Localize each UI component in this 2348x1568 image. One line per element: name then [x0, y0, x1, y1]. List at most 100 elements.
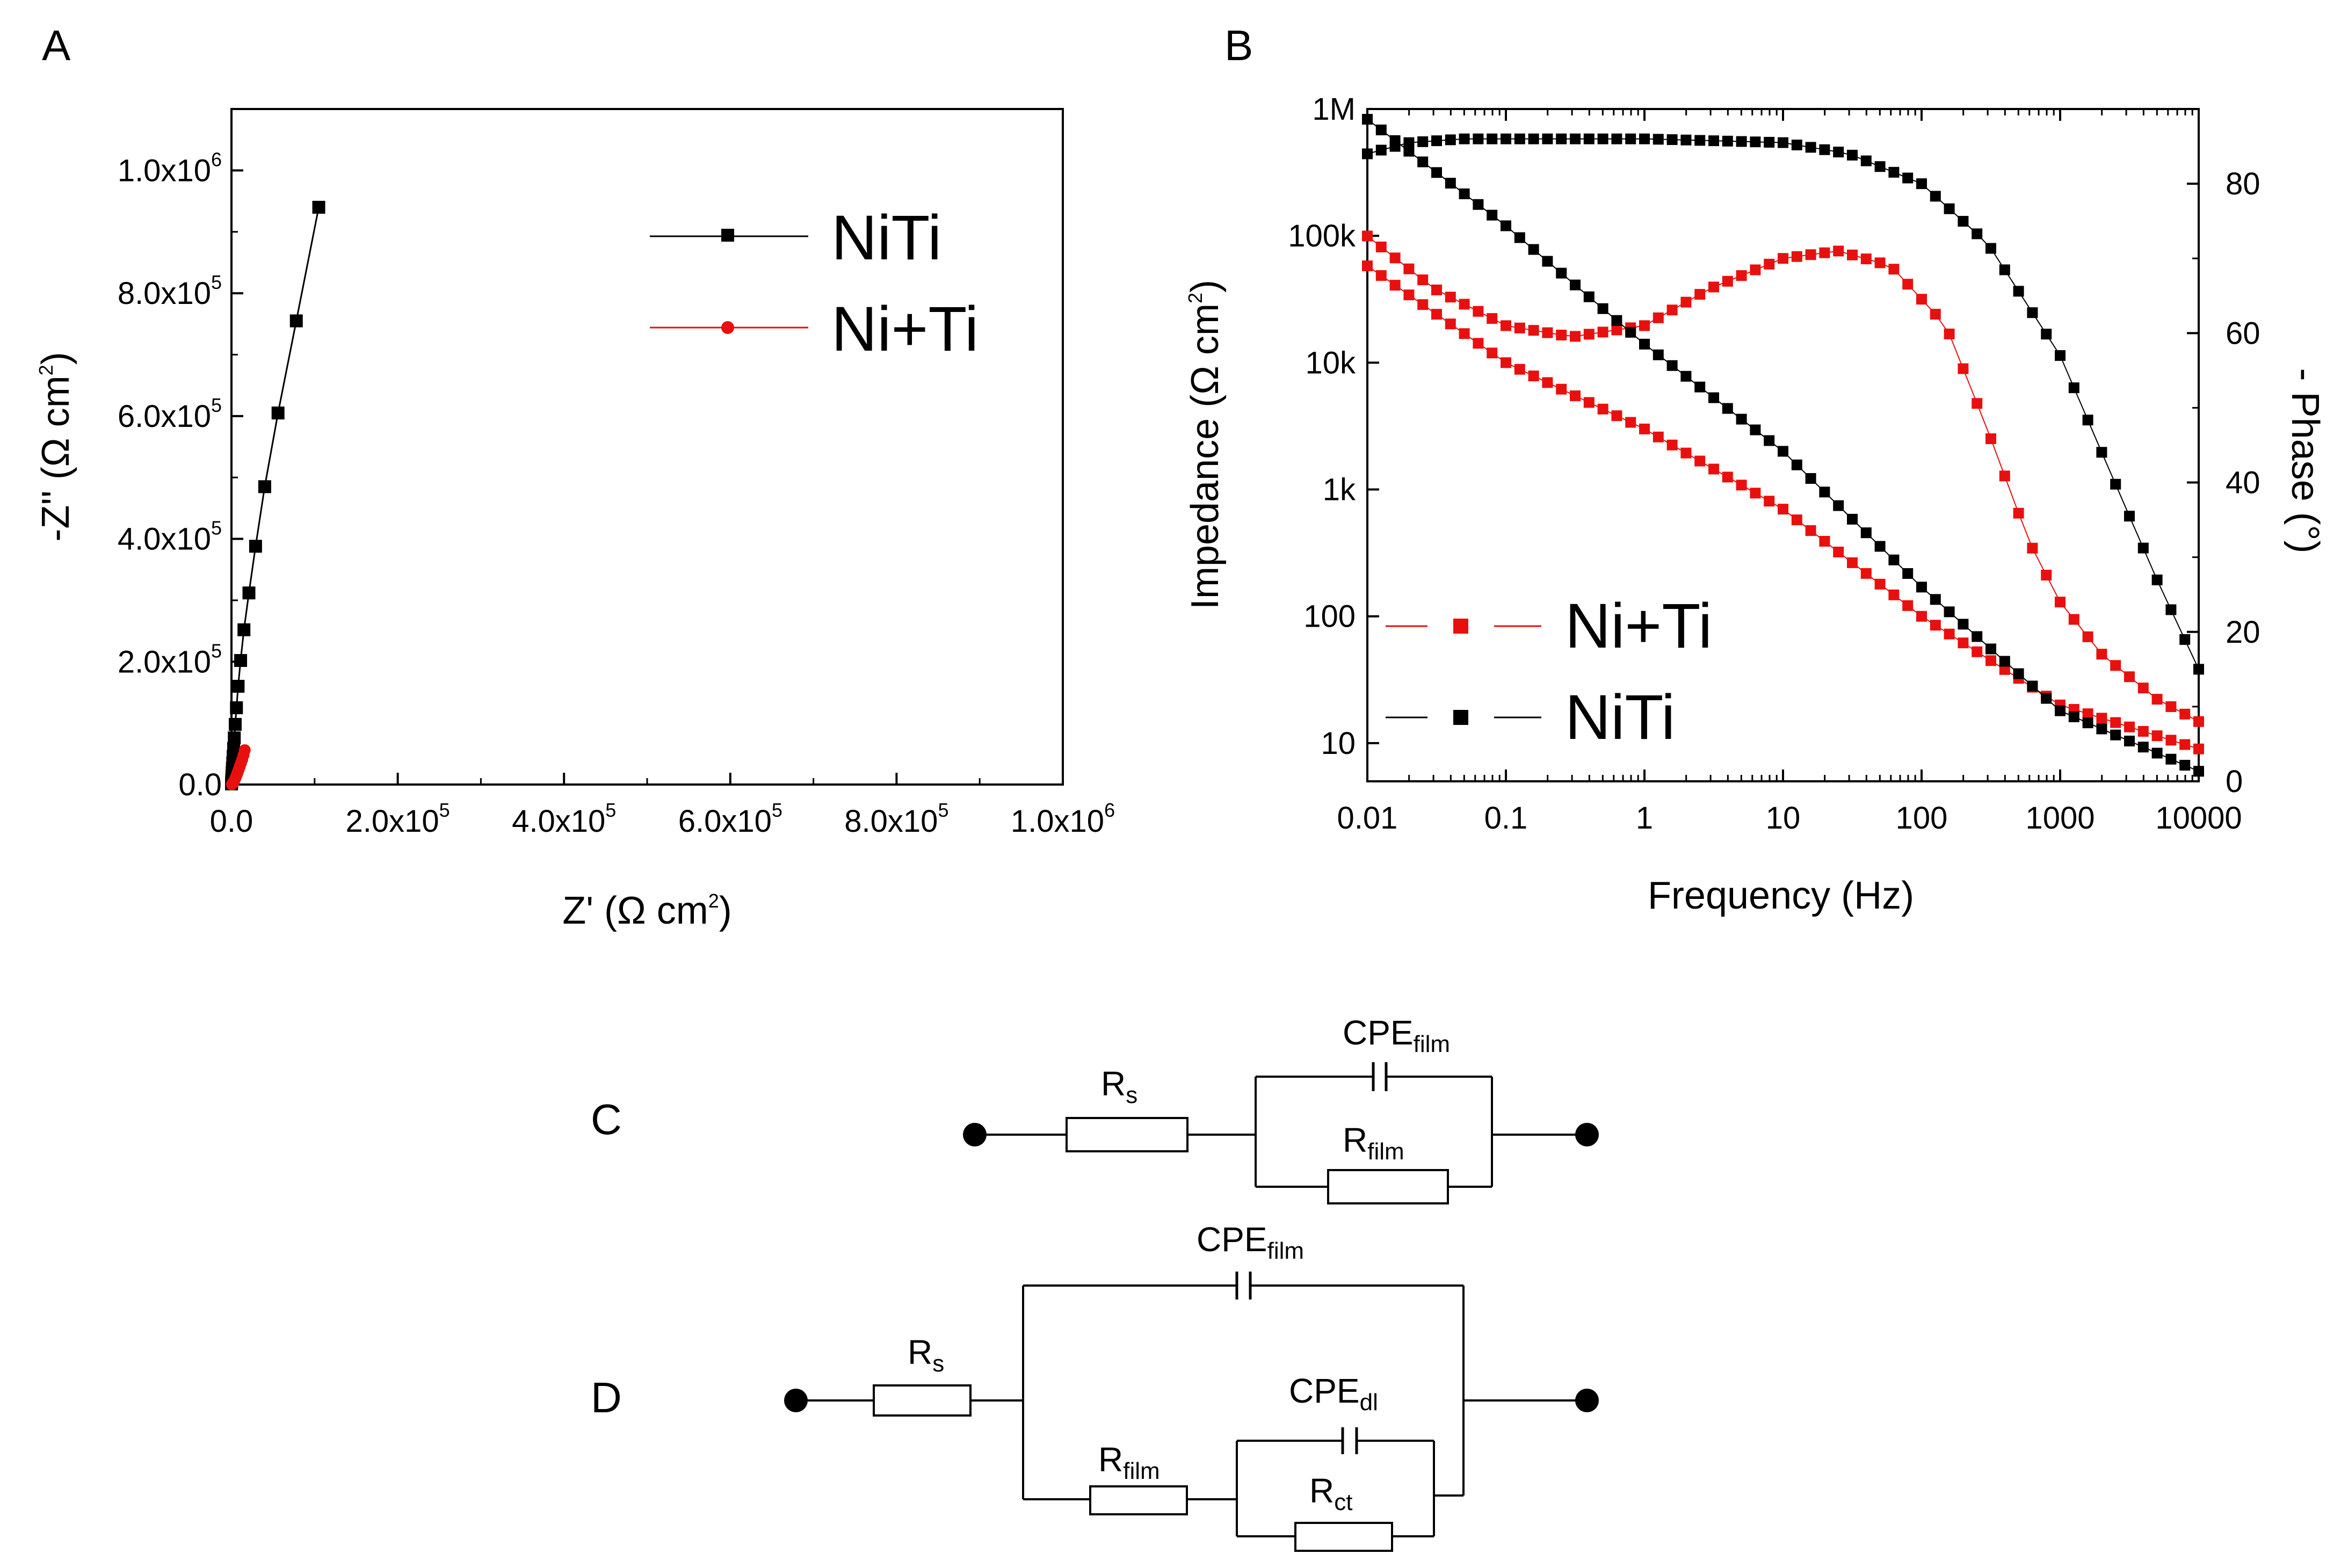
x-tick-label: 8.0x105: [844, 799, 948, 839]
bode-legend: Ni+Ti NiTi: [1386, 591, 1712, 753]
x-tick-label: 1000: [2025, 801, 2095, 836]
data-point-niti-impedance: [1680, 371, 1692, 382]
panel-label-d: D: [591, 1374, 622, 1421]
data-point-niplusti-impedance: [1403, 289, 1415, 301]
data-point-series-3-phase: [2151, 574, 2163, 585]
data-point-niplusti-impedance: [1639, 423, 1650, 434]
y2-tick-label: 40: [2226, 466, 2260, 500]
data-point-series-3-phase: [1847, 149, 1858, 161]
data-point-series-1-phase: [1930, 309, 1941, 320]
data-point-niplusti-impedance: [1375, 270, 1387, 281]
series-line-niti: [230, 207, 320, 784]
data-point-series-1-phase: [1847, 249, 1858, 260]
data-point-series-3-phase: [1487, 133, 1498, 144]
data-point-series-1-phase: [2137, 683, 2149, 694]
bode-chart: 0.01 0.1 1 10 100 1000 10000 10 100 1k 10k 100k 1M 0 2…: [1184, 92, 2327, 917]
data-point-niplusti-impedance: [1860, 568, 1872, 579]
data-point-niplusti-impedance: [1778, 504, 1788, 515]
data-point-series-1-phase: [1514, 322, 1525, 333]
data-point-niti-impedance: [1888, 554, 1900, 565]
data-point-series-3-phase: [1833, 147, 1844, 158]
data-point-niti: [234, 654, 248, 667]
data-point-niti-impedance: [2041, 693, 2052, 704]
data-point-series-1-phase: [2179, 708, 2191, 720]
data-point-niplusti-impedance: [2137, 725, 2149, 737]
data-point-series-1-phase: [1778, 253, 1788, 264]
data-point-series-3-phase: [1805, 142, 1816, 153]
data-point-niti-impedance: [1625, 326, 1636, 338]
data-point-niplusti-impedance: [2165, 735, 2177, 746]
data-point-niplusti-impedance: [1958, 637, 1969, 649]
data-point-niplusti-impedance: [2110, 717, 2121, 728]
data-point-niti-impedance: [1874, 541, 1886, 552]
data-point-series-1-phase: [2068, 614, 2079, 625]
data-point-series-3-phase: [1680, 134, 1692, 146]
label-cpe-film: CPEfilm: [1197, 1220, 1304, 1264]
data-point-series-3-phase: [1653, 134, 1664, 145]
y-tick-label: 100k: [1288, 219, 1356, 253]
data-point-niti-impedance: [1403, 146, 1415, 157]
data-point-niplusti-impedance: [1597, 403, 1608, 415]
data-point-series-1-phase: [1999, 470, 2010, 482]
x-tick-label: 2.0x105: [346, 799, 450, 839]
data-point-niti-impedance: [2124, 735, 2135, 746]
legend-label-niti: NiTi: [831, 202, 941, 273]
data-point-niti-impedance: [1501, 220, 1511, 231]
y-tick-label: 1.0x106: [118, 148, 222, 188]
legend-marker-niti: [1453, 710, 1468, 725]
data-point-series-3-phase: [1791, 139, 1802, 150]
data-point-niti-impedance: [1417, 156, 1429, 168]
data-point-series-1-phase: [1459, 299, 1470, 310]
data-point-series-3-phase: [1874, 161, 1886, 172]
data-point-series-3-phase: [1764, 136, 1775, 148]
data-point-niti-impedance: [1487, 209, 1498, 221]
data-point-niti-impedance: [1597, 303, 1608, 314]
nyquist-y-axis-label: -Z'' (Ω cm2): [34, 352, 77, 541]
y-tick-label: 1M: [1312, 92, 1356, 127]
data-point-niplusti-impedance: [1888, 589, 1900, 600]
data-point-series-1-phase: [2165, 701, 2177, 712]
data-point-series-1-phase: [2124, 671, 2135, 683]
data-point-niti: [312, 200, 325, 214]
data-point-series-1-phase: [1556, 329, 1567, 340]
data-point-niplusti-impedance: [1722, 471, 1733, 483]
data-point-series-3-phase: [1888, 166, 1900, 178]
legend-marker-niplusti: [1453, 619, 1468, 634]
data-point-series-3-phase: [1750, 136, 1761, 148]
data-point-niplusti-impedance: [1750, 488, 1761, 499]
data-point-niplusti-impedance: [1791, 514, 1802, 526]
data-point-niplusti-impedance: [1764, 496, 1775, 507]
label-rct: Rct: [1309, 1471, 1352, 1515]
data-point-niplusti-impedance: [1501, 357, 1511, 368]
label-rfilm: Rfilm: [1098, 1440, 1160, 1484]
panel-label-b: B: [1224, 21, 1253, 69]
x-tick-label: 0.0: [210, 804, 253, 839]
y-tick-label: 6.0x105: [118, 394, 222, 434]
data-point-niti-impedance: [2055, 705, 2066, 716]
data-point-series-3-phase: [2068, 382, 2079, 394]
y-tick-label: 10: [1321, 726, 1356, 761]
data-point-series-1-phase: [1389, 252, 1401, 264]
legend-label-niplusti: Ni+Ti: [831, 294, 979, 365]
data-point-niplusti-impedance: [1653, 431, 1664, 442]
data-point-niti-impedance: [2165, 753, 2177, 765]
data-point-niti-impedance: [1653, 349, 1664, 360]
data-point-series-1-phase: [2151, 694, 2163, 705]
x-tick-label: 10000: [2155, 801, 2242, 836]
data-point-series-1-phase: [1362, 230, 1373, 242]
data-point-niplusti-impedance: [1736, 480, 1747, 491]
data-point-series-1-phase: [1722, 275, 1733, 287]
data-point-series-3-phase: [2055, 350, 2066, 361]
legend-label-niti: NiTi: [1565, 682, 1675, 753]
data-point-niti-impedance: [1694, 381, 1706, 393]
data-point-series-3-phase: [1473, 133, 1484, 144]
nyquist-series: [225, 200, 325, 790]
data-point-niti: [258, 480, 271, 493]
data-point-niplusti-impedance: [1570, 390, 1581, 402]
bode-x-axis-label: Frequency (Hz): [1648, 874, 1914, 917]
data-point-niplusti-impedance: [1666, 439, 1678, 451]
data-point-niti-impedance: [1916, 582, 1927, 593]
nyquist-chart: 0.0 2.0x105 4.0x105 6.0x105 8.0x105 1.0x106 0.…: [34, 108, 1115, 932]
data-point-niti-impedance: [2096, 723, 2107, 735]
panel-label-a: A: [42, 21, 71, 69]
